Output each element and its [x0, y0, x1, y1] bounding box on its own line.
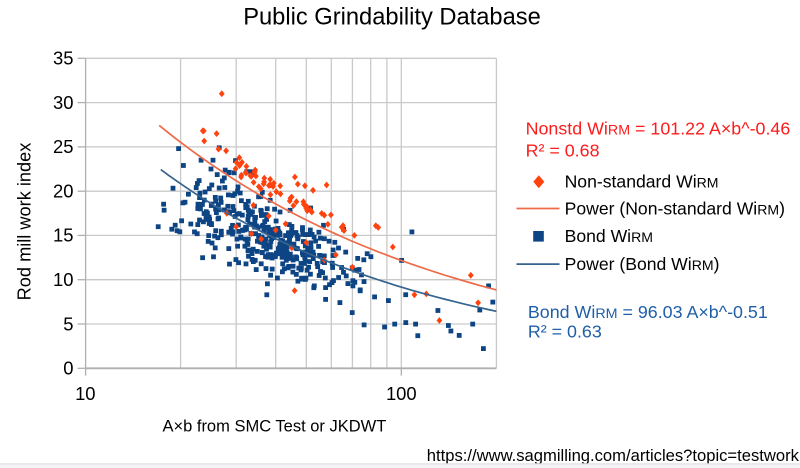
svg-text:Nonstd WiRM = 101.22 A×b^-0.46: Nonstd WiRM = 101.22 A×b^-0.46: [526, 119, 791, 139]
svg-text:https://www.sagmilling.com/art: https://www.sagmilling.com/articles?topi…: [427, 446, 800, 465]
svg-text:15: 15: [53, 225, 73, 246]
svg-text:Non-standard WiRM: Non-standard WiRM: [565, 172, 719, 192]
svg-text:A×b from SMC Test or JKDWT: A×b from SMC Test or JKDWT: [162, 418, 386, 436]
svg-text:25: 25: [53, 136, 73, 157]
svg-text:35: 35: [53, 48, 73, 69]
svg-text:Power (Non-standard WiRM): Power (Non-standard WiRM): [565, 198, 785, 218]
svg-text:10: 10: [75, 383, 95, 404]
svg-text:Rod mill work index: Rod mill work index: [15, 143, 35, 301]
svg-text:Bond WiRM = 96.03 A×b^-0.51: Bond WiRM = 96.03 A×b^-0.51: [528, 302, 768, 322]
svg-text:Public Grindability Database: Public Grindability Database: [243, 5, 541, 31]
svg-text:20: 20: [53, 181, 73, 202]
svg-text:R² = 0.63: R² = 0.63: [528, 322, 602, 342]
svg-text:10: 10: [53, 269, 73, 290]
svg-text:5: 5: [63, 313, 73, 334]
svg-text:30: 30: [53, 92, 73, 113]
svg-text:Bond WiRM: Bond WiRM: [565, 226, 653, 246]
svg-text:100: 100: [386, 383, 417, 404]
svg-text:Power (Bond WiRM): Power (Bond WiRM): [565, 254, 720, 274]
svg-text:R² = 0.68: R² = 0.68: [526, 140, 600, 160]
svg-text:0: 0: [63, 358, 73, 379]
